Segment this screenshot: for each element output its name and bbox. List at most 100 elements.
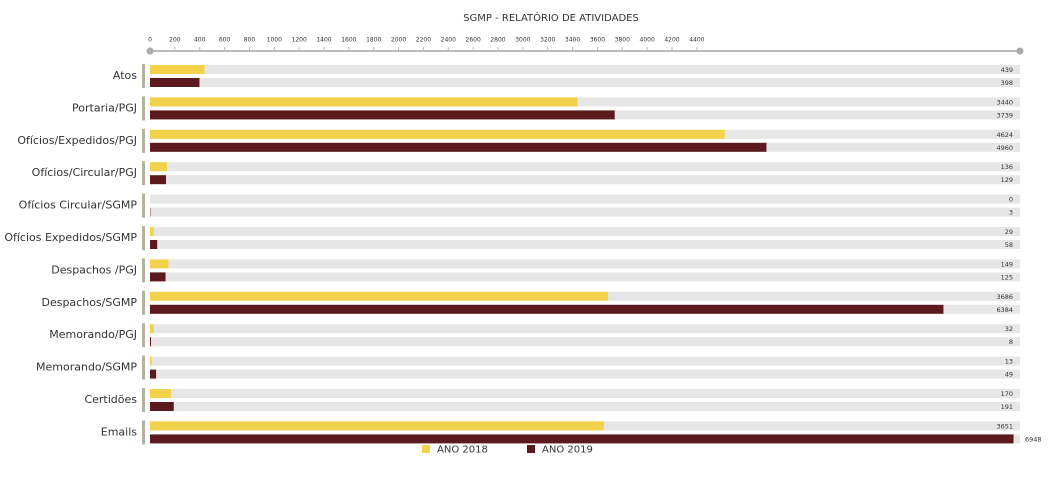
row-marker	[142, 388, 145, 412]
bar	[150, 110, 615, 120]
row-marker	[142, 355, 145, 380]
chart-title: SGMP - RELATÓRIO DE ATIVIDADES	[463, 11, 639, 24]
x-tick-label: 3600	[590, 37, 605, 44]
x-tick-label: 2000	[391, 37, 406, 44]
bar	[150, 389, 172, 398]
bar-track	[150, 207, 1020, 217]
axis-end	[1016, 47, 1024, 55]
bar	[150, 227, 154, 236]
x-tick-label: 1400	[316, 37, 331, 44]
category-label: Atos	[113, 69, 137, 82]
bar-track	[150, 227, 1020, 236]
bar-track	[150, 175, 1020, 185]
x-tick-label: 600	[219, 37, 231, 44]
x-tick-label: 2400	[441, 37, 456, 44]
bar	[150, 97, 578, 107]
row-marker	[142, 226, 145, 250]
category-label: Despachos /PGJ	[51, 263, 137, 276]
x-tick-label: 800	[244, 37, 256, 44]
bar	[150, 304, 944, 314]
x-tick-label: 4000	[640, 37, 655, 44]
bar-track	[150, 162, 1020, 172]
row-marker	[142, 96, 145, 121]
value-label: 398	[1001, 79, 1013, 87]
bar-track	[150, 194, 1020, 204]
value-label: 149	[1001, 260, 1013, 268]
bar-track	[150, 356, 1020, 366]
bar-track	[150, 259, 1020, 269]
bar	[150, 240, 158, 249]
bar	[150, 162, 167, 172]
value-label: 8	[1009, 338, 1013, 346]
row-marker	[142, 161, 145, 186]
legend-swatch	[527, 445, 535, 453]
row-marker	[142, 323, 145, 348]
row-marker	[142, 193, 145, 218]
value-label: 3	[1009, 209, 1013, 217]
x-tick-label: 200	[169, 37, 181, 44]
value-label: 4624	[996, 131, 1013, 139]
value-label: 29	[1005, 228, 1013, 236]
value-label: 3686	[996, 293, 1013, 301]
row-marker	[142, 64, 145, 88]
value-label: 129	[1001, 176, 1013, 184]
value-label: 191	[1001, 403, 1013, 411]
row-marker	[142, 258, 145, 283]
row-marker	[142, 290, 145, 315]
value-label: 3651	[996, 422, 1013, 430]
bar-track	[150, 240, 1020, 249]
bar	[150, 324, 154, 334]
bar-track	[150, 389, 1020, 398]
category-label: Ofícios Circular/SGMP	[19, 199, 138, 212]
value-label: 3440	[996, 98, 1013, 106]
x-tick-label: 4200	[664, 37, 679, 44]
bar	[150, 142, 767, 152]
bar	[150, 402, 174, 411]
bar-track	[150, 272, 1020, 282]
x-tick-label: 2800	[490, 37, 505, 44]
bar-track	[150, 402, 1020, 411]
x-tick-label: 3400	[565, 37, 580, 44]
bar	[150, 175, 167, 185]
x-tick-label: 400	[194, 37, 206, 44]
x-tick-label: 1800	[366, 37, 381, 44]
x-tick-label: 3000	[515, 37, 530, 44]
x-tick-label: 1600	[341, 37, 356, 44]
x-tick-label: 2200	[416, 37, 431, 44]
bar	[150, 78, 200, 87]
x-tick-label: 1000	[267, 37, 282, 44]
bar-track	[150, 337, 1020, 347]
bar-track	[150, 65, 1020, 74]
value-label: 3739	[996, 111, 1013, 119]
category-label: Emails	[101, 425, 138, 438]
bar-track	[150, 369, 1020, 379]
value-label: 58	[1005, 241, 1013, 249]
value-label: 125	[1001, 273, 1013, 281]
value-label: 170	[1001, 390, 1013, 398]
row-marker	[142, 128, 145, 153]
category-label: Despachos/SGMP	[41, 296, 137, 309]
value-label: 6384	[996, 306, 1013, 314]
value-label: 32	[1005, 325, 1013, 333]
category-label: Portaria/PGJ	[72, 101, 137, 114]
value-label: 6948	[1025, 435, 1042, 443]
value-label: 13	[1005, 358, 1013, 366]
x-tick-label: 1200	[292, 37, 307, 44]
category-label: Memorando/PGJ	[49, 328, 137, 341]
bar	[150, 369, 157, 379]
legend-label: ANO 2019	[542, 445, 593, 456]
value-label: 4960	[996, 144, 1013, 152]
bar	[150, 337, 151, 347]
bar	[150, 272, 166, 282]
bar	[150, 356, 152, 366]
x-tick-label: 2600	[466, 37, 481, 44]
category-label: Ofícios/Expedidos/PGJ	[17, 134, 137, 147]
bar-track	[150, 78, 1020, 87]
bar	[150, 65, 205, 74]
row-marker	[142, 420, 145, 445]
bar	[150, 129, 725, 139]
category-label: Memorando/SGMP	[36, 361, 137, 374]
category-label: Certidões	[84, 393, 137, 406]
bar	[150, 291, 609, 301]
